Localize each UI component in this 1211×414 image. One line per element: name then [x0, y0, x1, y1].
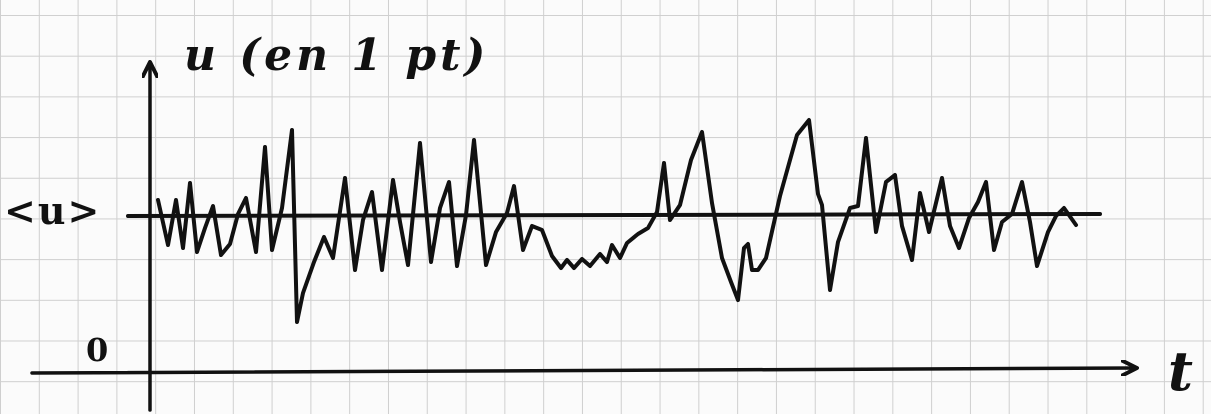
mean-line — [126, 212, 1102, 218]
x-axis-label: t — [1168, 339, 1193, 403]
origin-label: 0 — [86, 331, 109, 369]
x-axis — [30, 368, 1135, 373]
mean-value-label: <u> — [4, 188, 102, 233]
y-axis-label: u (en 1 pt) — [184, 30, 490, 81]
velocity-signal — [156, 118, 1078, 324]
